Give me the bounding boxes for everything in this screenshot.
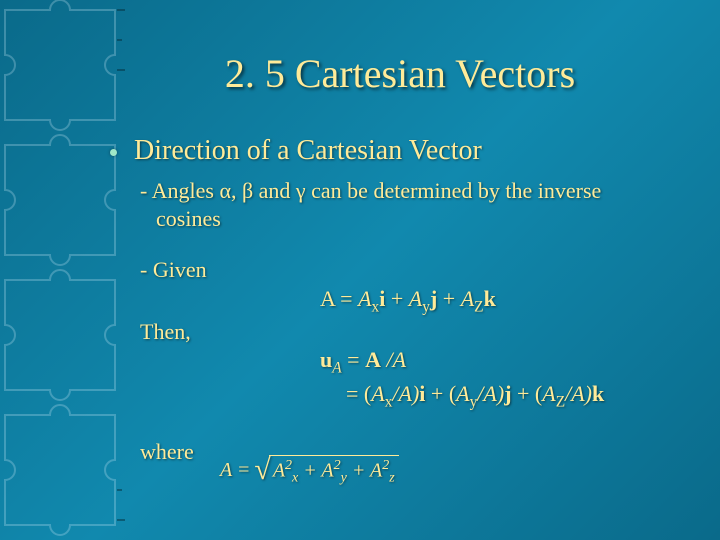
eq-u-Z: Z — [556, 394, 565, 411]
eq-A-plus1: + — [385, 286, 408, 311]
mag-z: z — [389, 471, 394, 486]
eq-u-Ax: A — [371, 381, 384, 406]
eq-A-plus2: + — [437, 286, 460, 311]
eq-u-line1: uA = A /A — [320, 345, 680, 379]
mag-p2: + — [347, 460, 370, 482]
angles-line-1: - Angles α, β and γ can be determined by… — [100, 177, 680, 205]
eq-A-Az: A — [461, 286, 474, 311]
eq-u-l2-eq: = ( — [346, 381, 371, 406]
mag-sq2: 2 — [334, 458, 341, 473]
sqrt-icon: √ A2x + A2y + A2z — [254, 455, 398, 487]
eq-u-line2: = (Ax/A)i + (Ay/A)j + (AZ/A)k — [320, 379, 680, 413]
mag-sq1: 2 — [285, 458, 292, 473]
eq-u-u: u — [320, 347, 332, 372]
magnitude-formula: A = √ A2x + A2y + A2z — [220, 455, 399, 487]
eq-u-p2: + ( — [512, 381, 543, 406]
eq-u-Asub: A — [332, 360, 341, 377]
then-label: Then, — [100, 318, 680, 346]
radicand: A2x + A2y + A2z — [269, 455, 399, 487]
eq-u-sA1: /A) — [392, 381, 419, 406]
mag-Ax: A — [273, 460, 285, 482]
eq-A-Z: Z — [474, 298, 483, 315]
eq-u-k: k — [592, 381, 604, 406]
mag-p1: + — [298, 460, 321, 482]
eq-A-lhs: A = — [320, 286, 358, 311]
eq-u-Az: A — [542, 381, 555, 406]
mag-Ay: A — [321, 460, 333, 482]
eq-u-slashA: /A — [381, 347, 406, 372]
eq-A-k: k — [484, 286, 496, 311]
angles-line-2: cosines — [100, 205, 680, 233]
eq-u-eq: = — [342, 347, 365, 372]
eq-u-Ay: A — [456, 381, 469, 406]
equation-u: uA = A /A = (Ax/A)i + (Ay/A)j + (AZ/A)k — [100, 345, 680, 413]
section-text: Direction of a Cartesian Vector — [134, 135, 482, 166]
eq-u-p1: + ( — [425, 381, 456, 406]
eq-u-j: j — [504, 381, 511, 406]
eq-u-Abold: A — [365, 347, 381, 372]
mag-Az: A — [370, 460, 382, 482]
slide-title: 2. 5 Cartesian Vectors — [120, 50, 680, 97]
bullet-icon — [110, 149, 117, 156]
slide-content: 2. 5 Cartesian Vectors Direction of a Ca… — [0, 0, 720, 540]
eq-A-y: y — [422, 298, 430, 315]
eq-A-Ay: A — [409, 286, 422, 311]
equation-A: A = Axi + Ayj + AZk — [100, 284, 680, 318]
section-heading: Direction of a Cartesian Vector — [100, 135, 680, 167]
eq-u-sA2: /A) — [477, 381, 504, 406]
mag-lhs: A = — [220, 459, 250, 482]
eq-u-sA3: /A) — [565, 381, 592, 406]
given-label: - Given — [100, 256, 680, 284]
eq-A-Ax: A — [358, 286, 371, 311]
